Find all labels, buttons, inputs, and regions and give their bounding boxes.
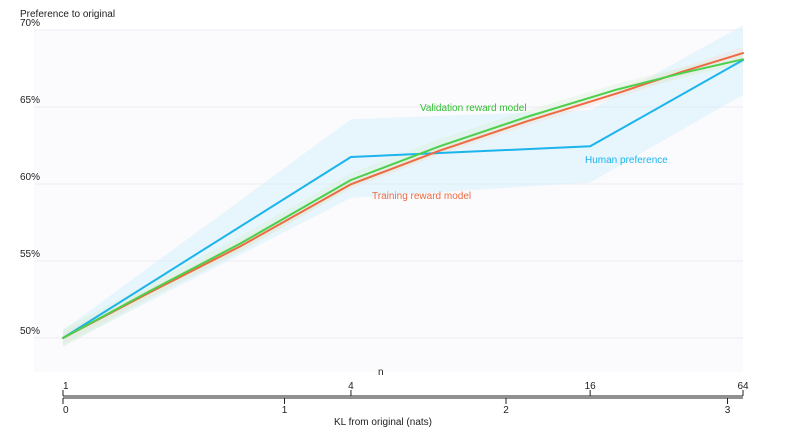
n-axis: 1 4 16 64 (62, 381, 749, 397)
y-axis-ticks: 70% 65% 60% 55% 50% (20, 18, 40, 337)
kl-tick-label: 2 (503, 405, 509, 416)
y-tick-label: 60% (20, 172, 40, 183)
y-tick-label: 55% (20, 249, 40, 260)
confidence-band (63, 46, 743, 345)
series-line (62, 58, 744, 339)
y-axis-label: Preference to original (20, 9, 115, 20)
kl-tick-label: 3 (725, 405, 731, 416)
n-axis-label: n (378, 367, 384, 378)
kl-axis: 0 1 2 3 (62, 397, 743, 416)
n-tick-label: 16 (585, 381, 597, 392)
series-label-validation: Validation reward model (420, 103, 527, 114)
y-tick-label: 70% (20, 18, 40, 29)
series-label-human: Human preference (585, 155, 668, 166)
confidence-bands (63, 25, 743, 348)
kl-tick-label: 1 (282, 405, 288, 416)
gridlines (34, 29, 743, 339)
y-tick-label: 50% (20, 326, 40, 337)
kl-tick-label: 0 (63, 405, 69, 416)
n-tick-label: 64 (737, 381, 749, 392)
series-lines (62, 52, 744, 339)
series-line (62, 59, 744, 339)
x-axis-label: KL from original (nats) (334, 417, 432, 428)
series-label-training: Training reward model (372, 191, 471, 202)
n-tick-label: 1 (63, 381, 69, 392)
n-tick-label: 4 (348, 381, 354, 392)
confidence-band (63, 25, 743, 346)
y-tick-label: 65% (20, 95, 40, 106)
